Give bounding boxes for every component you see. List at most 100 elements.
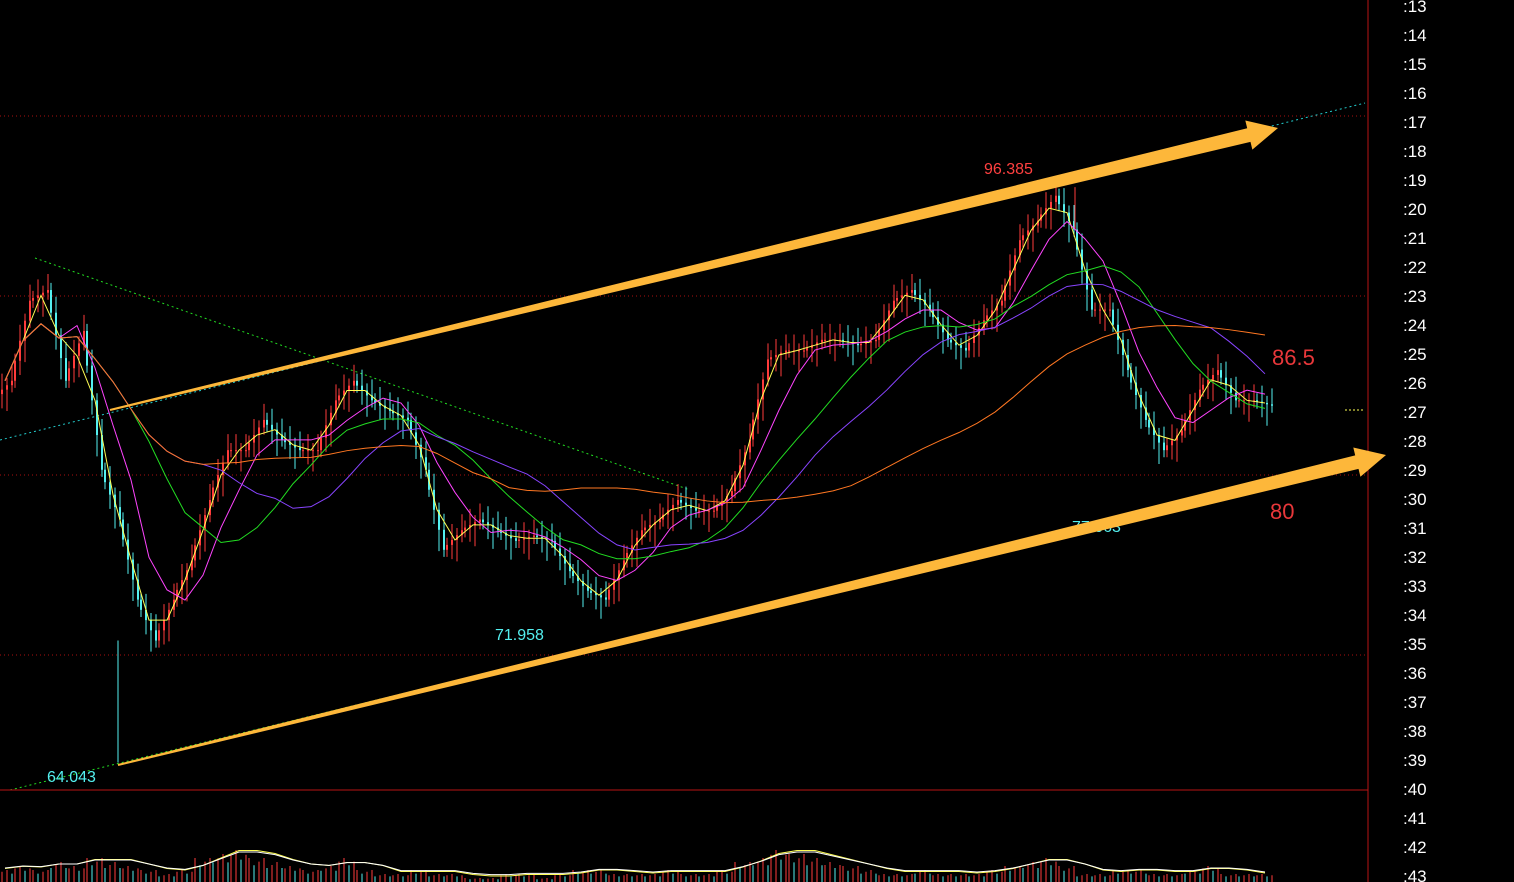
candle-body	[726, 495, 728, 501]
candle-body	[1271, 404, 1273, 406]
candle-body	[906, 292, 908, 296]
low-price-label-2: 71.958	[495, 627, 544, 644]
candle-body	[456, 535, 458, 541]
candle-body	[803, 350, 805, 352]
candle-body	[6, 385, 8, 390]
candle-body	[1153, 427, 1155, 436]
candle-body	[955, 342, 957, 346]
candle-body	[1112, 309, 1114, 325]
candle-body	[222, 462, 224, 476]
axis-tick-label: :36	[1403, 664, 1427, 683]
candle-body	[515, 538, 517, 541]
candle-body	[528, 536, 530, 539]
candle-body	[911, 290, 913, 293]
candle-body	[371, 395, 373, 401]
axis-tick-label: :27	[1403, 403, 1427, 422]
axis-tick-label: :40	[1403, 780, 1427, 799]
candle-body	[1194, 399, 1196, 411]
candle-body	[1171, 440, 1173, 446]
candle-body	[338, 395, 340, 401]
candle-body	[78, 343, 80, 356]
axis-tick-label: :18	[1403, 142, 1427, 161]
candle-body	[1104, 309, 1106, 311]
candle-body	[461, 530, 463, 536]
candle-body	[50, 290, 52, 313]
candle-body	[137, 579, 139, 600]
candle-body	[749, 439, 751, 453]
candle-body	[685, 502, 687, 506]
axis-tick-label: :37	[1403, 693, 1427, 712]
axis-tick-label: :16	[1403, 84, 1427, 103]
candle-body	[731, 491, 733, 496]
candle-body	[32, 298, 34, 301]
axis-tick-label: :26	[1403, 374, 1427, 393]
candle-body	[356, 380, 358, 386]
candle-body	[91, 365, 93, 401]
candle-body	[65, 358, 67, 381]
candle-body	[929, 304, 931, 310]
candle-body	[335, 400, 337, 413]
candle-body	[479, 519, 481, 523]
axis-tick-label: :34	[1403, 606, 1427, 625]
candle-body	[266, 419, 268, 425]
candle-body	[875, 339, 877, 342]
candle-body	[965, 347, 967, 351]
axis-tick-label: :29	[1403, 461, 1427, 480]
candle-body	[816, 342, 818, 346]
candle-body	[407, 417, 409, 420]
volume-ma-line	[4, 850, 1266, 877]
candle-body	[983, 320, 985, 328]
candle-body	[181, 580, 183, 590]
candle-body	[474, 522, 476, 525]
candle-body	[865, 342, 867, 344]
candle-body	[482, 519, 484, 523]
candle-body	[425, 457, 427, 470]
candle-body	[695, 507, 697, 511]
candle-body	[842, 339, 844, 342]
axis-tick-label: :13	[1403, 0, 1427, 16]
candle-body	[978, 327, 980, 336]
low-price-label-1: 64.043	[47, 769, 96, 786]
candle-body	[42, 292, 44, 296]
ma20-line	[4, 265, 1266, 560]
annotation-arrows-overlay	[109, 120, 1387, 766]
candle-body	[235, 450, 237, 452]
candle-body	[191, 560, 193, 571]
candle-body	[569, 563, 571, 572]
axis-tick-label: :15	[1403, 55, 1427, 74]
candle-body	[644, 527, 646, 531]
candle-body	[590, 590, 592, 593]
candle-body	[698, 510, 700, 512]
candle-body	[541, 536, 543, 539]
candle-body	[572, 571, 574, 577]
lower-target-annotation: 80	[1270, 499, 1294, 524]
candle-body	[1220, 370, 1222, 378]
candle-body	[248, 442, 250, 451]
candle-body	[996, 305, 998, 311]
axis-tick-label: :30	[1403, 490, 1427, 509]
ma30-line	[4, 283, 1266, 551]
lower-channel-arrow	[117, 447, 1387, 766]
candle-body	[1068, 212, 1070, 222]
candle-body	[1055, 195, 1057, 202]
moving-averages	[4, 207, 1266, 621]
candle-body	[258, 427, 260, 436]
candle-body	[284, 439, 286, 443]
candle-body	[155, 630, 157, 641]
candle-body	[96, 400, 98, 436]
candle-body	[245, 450, 247, 452]
candle-body	[47, 290, 49, 293]
candle-body	[276, 429, 278, 435]
candle-body	[721, 500, 723, 506]
axis-tick-label: :31	[1403, 519, 1427, 538]
trend-lines	[0, 102, 1366, 791]
volume-ma-line-2	[4, 851, 1266, 876]
axis-tick-label: :35	[1403, 635, 1427, 654]
candle-body	[68, 368, 70, 381]
candle-body	[1225, 377, 1227, 386]
candle-body	[281, 434, 283, 440]
candle-body	[1027, 230, 1029, 236]
volume-panel	[1, 850, 1273, 882]
ma60-line	[4, 323, 1266, 504]
axis-tick-label: :23	[1403, 287, 1427, 306]
